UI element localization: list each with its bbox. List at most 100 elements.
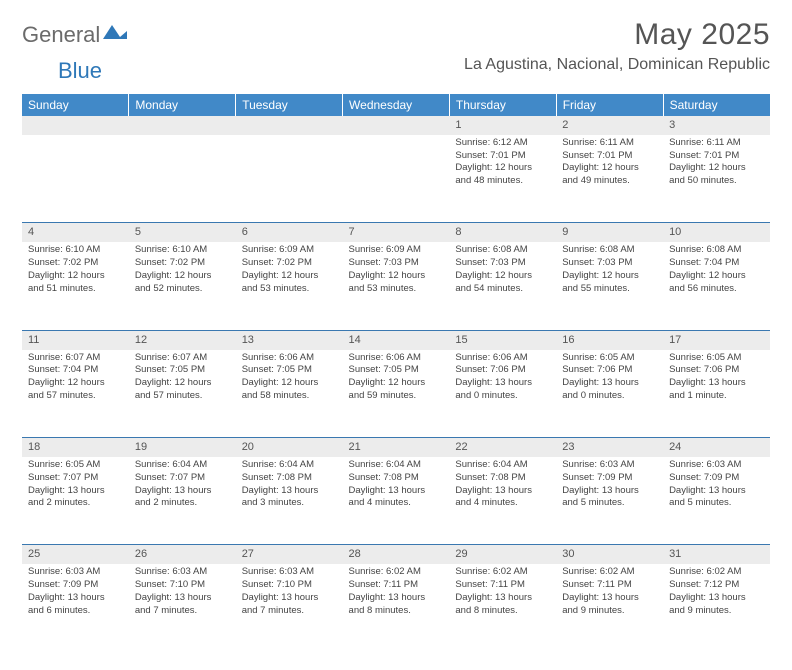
- sunrise-line: Sunrise: 6:04 AM: [349, 459, 444, 472]
- sunset-line: Sunset: 7:04 PM: [28, 364, 123, 377]
- daylight-line-1: Daylight: 13 hours: [669, 377, 764, 390]
- day-cell-content: Sunrise: 6:06 AMSunset: 7:05 PMDaylight:…: [236, 350, 343, 407]
- day-number-cell: 7: [343, 223, 450, 242]
- daylight-line-2: and 2 minutes.: [135, 497, 230, 510]
- sunrise-line: Sunrise: 6:04 AM: [135, 459, 230, 472]
- daylight-line-1: Daylight: 13 hours: [28, 592, 123, 605]
- day-content-row: Sunrise: 6:03 AMSunset: 7:09 PMDaylight:…: [22, 564, 770, 652]
- day-number-cell: 25: [22, 545, 129, 564]
- daylight-line-2: and 9 minutes.: [562, 605, 657, 618]
- day-cell-content: Sunrise: 6:04 AMSunset: 7:08 PMDaylight:…: [343, 457, 450, 514]
- day-cell-content: Sunrise: 6:11 AMSunset: 7:01 PMDaylight:…: [556, 135, 663, 192]
- day-cell: Sunrise: 6:11 AMSunset: 7:01 PMDaylight:…: [663, 135, 770, 223]
- day-cell: Sunrise: 6:12 AMSunset: 7:01 PMDaylight:…: [449, 135, 556, 223]
- day-number-cell: [236, 116, 343, 135]
- sunset-line: Sunset: 7:05 PM: [349, 364, 444, 377]
- daylight-line-1: Daylight: 13 hours: [242, 592, 337, 605]
- day-number-cell: 20: [236, 438, 343, 457]
- daylight-line-2: and 58 minutes.: [242, 390, 337, 403]
- day-number-cell: 31: [663, 545, 770, 564]
- sunset-line: Sunset: 7:05 PM: [242, 364, 337, 377]
- day-cell: Sunrise: 6:04 AMSunset: 7:08 PMDaylight:…: [449, 457, 556, 545]
- day-number-cell: 12: [129, 330, 236, 349]
- day-cell: Sunrise: 6:03 AMSunset: 7:10 PMDaylight:…: [129, 564, 236, 652]
- day-cell: Sunrise: 6:04 AMSunset: 7:08 PMDaylight:…: [236, 457, 343, 545]
- day-cell: Sunrise: 6:06 AMSunset: 7:05 PMDaylight:…: [343, 350, 450, 438]
- day-cell-content: Sunrise: 6:08 AMSunset: 7:03 PMDaylight:…: [449, 242, 556, 299]
- day-cell-content: Sunrise: 6:04 AMSunset: 7:07 PMDaylight:…: [129, 457, 236, 514]
- day-number-cell: 29: [449, 545, 556, 564]
- day-number-cell: 22: [449, 438, 556, 457]
- sunset-line: Sunset: 7:05 PM: [135, 364, 230, 377]
- daylight-line-1: Daylight: 12 hours: [242, 270, 337, 283]
- daylight-line-2: and 1 minute.: [669, 390, 764, 403]
- day-number-cell: 27: [236, 545, 343, 564]
- day-cell: Sunrise: 6:06 AMSunset: 7:06 PMDaylight:…: [449, 350, 556, 438]
- day-cell: Sunrise: 6:03 AMSunset: 7:10 PMDaylight:…: [236, 564, 343, 652]
- daylight-line-1: Daylight: 13 hours: [562, 485, 657, 498]
- day-number-cell: 30: [556, 545, 663, 564]
- title-block: May 2025 La Agustina, Nacional, Dominica…: [464, 18, 770, 74]
- daylight-line-2: and 2 minutes.: [28, 497, 123, 510]
- day-number-row: 25262728293031: [22, 545, 770, 564]
- daylight-line-1: Daylight: 12 hours: [669, 270, 764, 283]
- day-cell: Sunrise: 6:03 AMSunset: 7:09 PMDaylight:…: [22, 564, 129, 652]
- sunset-line: Sunset: 7:02 PM: [28, 257, 123, 270]
- day-cell: Sunrise: 6:10 AMSunset: 7:02 PMDaylight:…: [22, 242, 129, 330]
- brand-text-2: Blue: [58, 58, 102, 84]
- sunset-line: Sunset: 7:11 PM: [455, 579, 550, 592]
- day-number-cell: 23: [556, 438, 663, 457]
- day-cell: Sunrise: 6:05 AMSunset: 7:07 PMDaylight:…: [22, 457, 129, 545]
- day-cell-content: Sunrise: 6:05 AMSunset: 7:07 PMDaylight:…: [22, 457, 129, 514]
- sunset-line: Sunset: 7:03 PM: [562, 257, 657, 270]
- sunset-line: Sunset: 7:09 PM: [28, 579, 123, 592]
- day-number-cell: 3: [663, 116, 770, 135]
- sunrise-line: Sunrise: 6:02 AM: [349, 566, 444, 579]
- daylight-line-2: and 56 minutes.: [669, 283, 764, 296]
- sunrise-line: Sunrise: 6:04 AM: [455, 459, 550, 472]
- sunset-line: Sunset: 7:06 PM: [562, 364, 657, 377]
- calendar-page: General May 2025 La Agustina, Nacional, …: [0, 0, 792, 670]
- sunrise-line: Sunrise: 6:07 AM: [135, 352, 230, 365]
- day-cell: Sunrise: 6:08 AMSunset: 7:03 PMDaylight:…: [556, 242, 663, 330]
- daylight-line-1: Daylight: 13 hours: [455, 377, 550, 390]
- day-cell: Sunrise: 6:02 AMSunset: 7:11 PMDaylight:…: [343, 564, 450, 652]
- day-cell-content: Sunrise: 6:03 AMSunset: 7:09 PMDaylight:…: [22, 564, 129, 621]
- daylight-line-2: and 7 minutes.: [135, 605, 230, 618]
- daylight-line-1: Daylight: 12 hours: [669, 162, 764, 175]
- weekday-header-cell: Friday: [556, 94, 663, 116]
- sunset-line: Sunset: 7:04 PM: [669, 257, 764, 270]
- day-number-cell: 21: [343, 438, 450, 457]
- daylight-line-2: and 59 minutes.: [349, 390, 444, 403]
- day-cell-content: Sunrise: 6:04 AMSunset: 7:08 PMDaylight:…: [236, 457, 343, 514]
- day-cell-content: Sunrise: 6:03 AMSunset: 7:10 PMDaylight:…: [129, 564, 236, 621]
- day-number-row: 45678910: [22, 223, 770, 242]
- daylight-line-2: and 53 minutes.: [349, 283, 444, 296]
- daylight-line-1: Daylight: 12 hours: [242, 377, 337, 390]
- day-number-cell: 19: [129, 438, 236, 457]
- daylight-line-1: Daylight: 13 hours: [349, 485, 444, 498]
- day-number-cell: [129, 116, 236, 135]
- daylight-line-2: and 57 minutes.: [28, 390, 123, 403]
- day-number-cell: 9: [556, 223, 663, 242]
- daylight-line-1: Daylight: 13 hours: [455, 592, 550, 605]
- day-cell-content: Sunrise: 6:03 AMSunset: 7:09 PMDaylight:…: [556, 457, 663, 514]
- daylight-line-2: and 55 minutes.: [562, 283, 657, 296]
- day-number-cell: 26: [129, 545, 236, 564]
- brand-swoosh-icon: [102, 24, 128, 47]
- sunset-line: Sunset: 7:11 PM: [562, 579, 657, 592]
- sunrise-line: Sunrise: 6:06 AM: [455, 352, 550, 365]
- daylight-line-2: and 0 minutes.: [455, 390, 550, 403]
- daylight-line-2: and 4 minutes.: [455, 497, 550, 510]
- daylight-line-1: Daylight: 12 hours: [28, 270, 123, 283]
- sunset-line: Sunset: 7:01 PM: [562, 150, 657, 163]
- daylight-line-2: and 57 minutes.: [135, 390, 230, 403]
- sunset-line: Sunset: 7:07 PM: [28, 472, 123, 485]
- sunset-line: Sunset: 7:02 PM: [135, 257, 230, 270]
- day-number-row: 11121314151617: [22, 330, 770, 349]
- sunrise-line: Sunrise: 6:11 AM: [669, 137, 764, 150]
- day-cell-content: Sunrise: 6:04 AMSunset: 7:08 PMDaylight:…: [449, 457, 556, 514]
- sunset-line: Sunset: 7:03 PM: [455, 257, 550, 270]
- daylight-line-2: and 48 minutes.: [455, 175, 550, 188]
- calendar-table: SundayMondayTuesdayWednesdayThursdayFrid…: [22, 94, 770, 652]
